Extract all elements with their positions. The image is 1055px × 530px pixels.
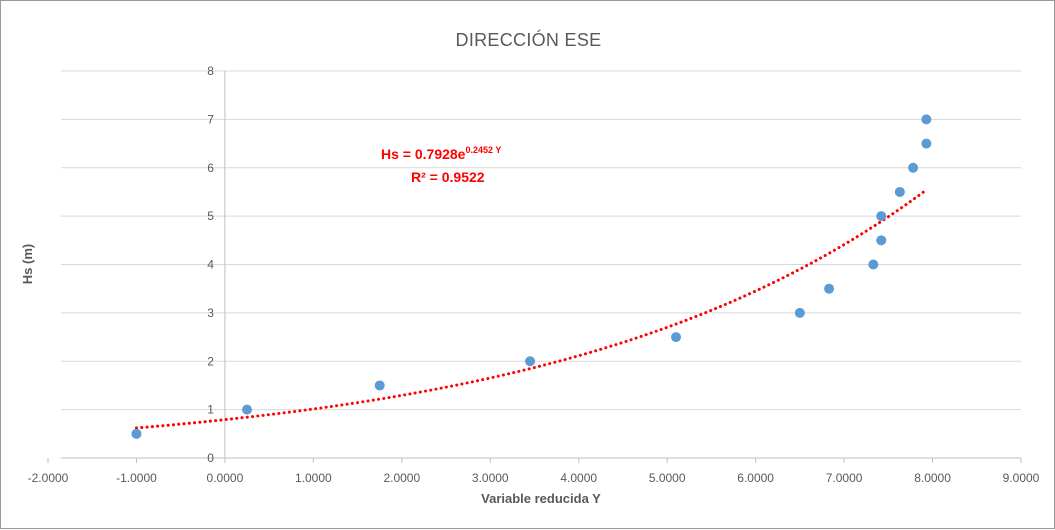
data-point [894, 186, 905, 197]
x-tick-label: 3.0000 [472, 471, 509, 485]
y-tick-label: 3 [207, 306, 214, 320]
data-point [525, 356, 536, 367]
trendline [134, 188, 928, 430]
y-tick-labels: 0 1 2 3 4 5 6 7 8 [207, 64, 214, 465]
y-tick-label: 4 [207, 258, 214, 272]
data-point [876, 235, 887, 246]
y-tick-label: 8 [207, 64, 214, 78]
x-tick-label: 5.0000 [649, 471, 686, 485]
trendline-equation: Hs = 0.7928e0.2452 Y [381, 145, 501, 162]
y-tick-label: 6 [207, 161, 214, 175]
data-point [921, 138, 932, 149]
y-tick-label: 0 [207, 451, 214, 465]
trendline-path [134, 188, 928, 430]
x-tick-label: 6.0000 [737, 471, 774, 485]
x-tick-label: -2.0000 [28, 471, 69, 485]
x-axis-title: Variable reducida Y [481, 491, 601, 506]
x-tick-labels: -2.0000 -1.0000 0.0000 1.0000 2.0000 3.0000 4.… [28, 471, 1040, 485]
y-axis-title: Hs (m) [20, 244, 35, 284]
data-point [921, 114, 932, 125]
data-point [131, 428, 142, 439]
data-point [876, 211, 887, 222]
x-tick-label: 7.0000 [826, 471, 863, 485]
x-tick-label: 1.0000 [295, 471, 332, 485]
data-point [671, 332, 682, 343]
data-point [868, 259, 879, 270]
y-tick-label: 5 [207, 209, 214, 223]
chart-title: DIRECCIÓN ESE [455, 30, 602, 50]
y-tick-label: 1 [207, 403, 214, 417]
data-point [242, 404, 253, 415]
trendline-equation-exponent: 0.2452 Y [465, 145, 501, 155]
x-tick-label: 9.0000 [1003, 471, 1040, 485]
x-tick-label: 2.0000 [383, 471, 420, 485]
trendline-r-squared: R² = 0.9522 [411, 169, 485, 185]
gridlines [47, 70, 1022, 463]
data-point [908, 162, 919, 173]
y-tick-label: 2 [207, 354, 214, 368]
x-tick-label: 8.0000 [914, 471, 951, 485]
x-tick-label: 4.0000 [560, 471, 597, 485]
y-tick-label: 7 [207, 112, 214, 126]
data-point [824, 283, 835, 294]
x-tick-label: 0.0000 [207, 471, 244, 485]
x-tick-label: -1.0000 [116, 471, 157, 485]
data-points [131, 114, 932, 439]
trendline-equation-base: Hs = 0.7928e [381, 146, 466, 162]
data-point [374, 380, 385, 391]
data-point [794, 307, 805, 318]
